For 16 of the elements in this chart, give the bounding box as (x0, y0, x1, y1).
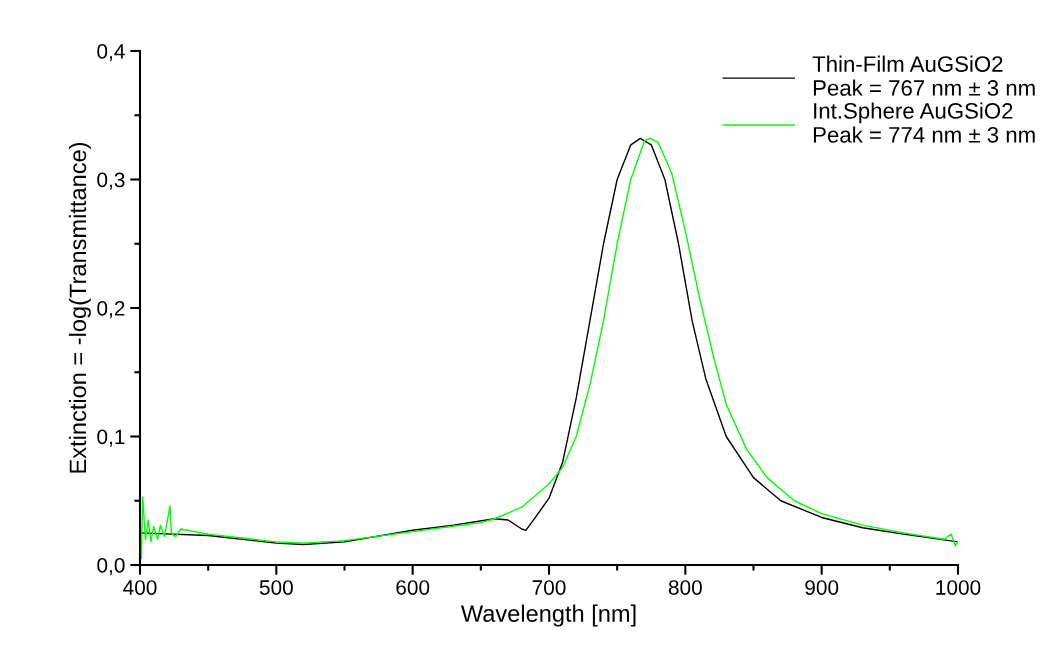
x-tick-label: 500 (259, 580, 293, 595)
x-tick-label: 600 (396, 580, 430, 595)
y-tick-label: 0,2 (97, 301, 125, 319)
y-tick-label: 0,1 (97, 429, 125, 447)
x-tick-label: 1000 (936, 580, 981, 595)
legend-label: Thin-Film AuGSiO2 Peak = 767 nm ± 3 nm (812, 55, 1035, 96)
x-tick-label: 900 (805, 580, 839, 595)
x-tick-label: 400 (123, 580, 157, 595)
y-tick-label: 0,0 (97, 558, 125, 576)
x-tick-label: 700 (532, 580, 566, 595)
legend-label: Int.Sphere AuGSiO2 Peak = 774 nm ± 3 nm (813, 102, 1035, 143)
x-tick-label: 800 (668, 580, 702, 595)
y-tick-label: 0,3 (97, 172, 125, 190)
x-axis-title: Wavelength [nm] (460, 604, 636, 627)
y-axis-title: Extinction = -log(Transmittance) (68, 142, 91, 473)
y-tick-label: 0,4 (97, 44, 125, 62)
